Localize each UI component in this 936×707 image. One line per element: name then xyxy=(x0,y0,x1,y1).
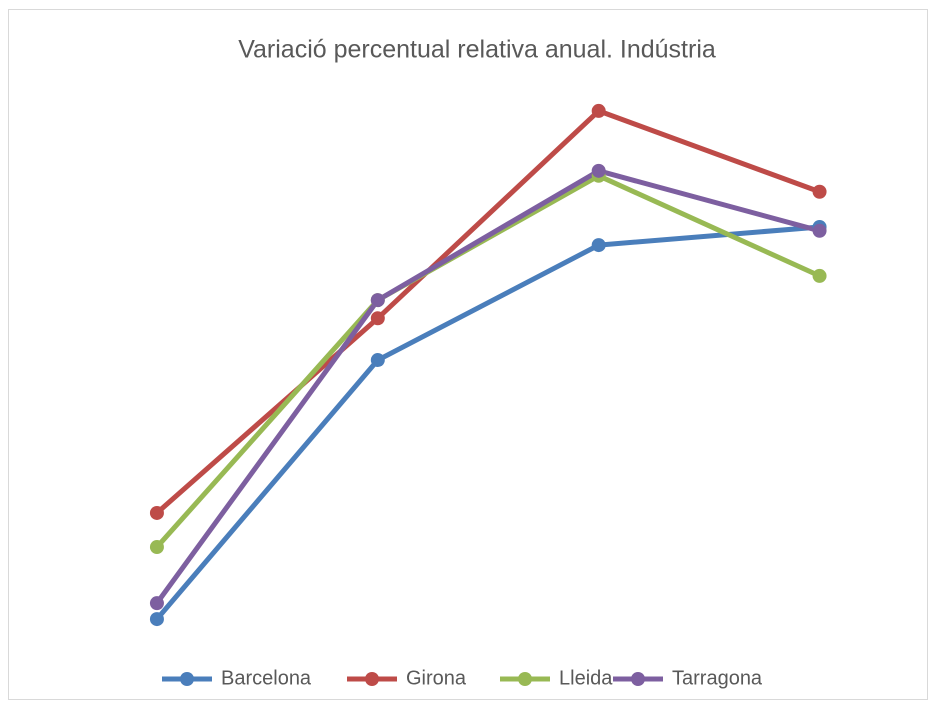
data-point xyxy=(591,238,606,253)
series-line xyxy=(154,108,823,516)
data-point xyxy=(591,163,606,178)
data-point xyxy=(812,184,827,199)
data-point xyxy=(591,103,606,118)
legend-label: Girona xyxy=(406,667,467,689)
legend-marker xyxy=(518,672,532,686)
chart-border xyxy=(8,9,928,700)
legend-marker xyxy=(631,672,645,686)
data-point xyxy=(812,223,827,238)
data-point xyxy=(149,540,164,555)
data-point xyxy=(149,612,164,627)
series-line xyxy=(154,168,823,606)
series-line xyxy=(154,224,823,622)
data-point xyxy=(812,268,827,283)
data-point xyxy=(370,311,385,326)
legend-label: Barcelona xyxy=(221,667,312,689)
chart-title: Variació percentual relativa anual. Indú… xyxy=(238,36,716,64)
legend-marker xyxy=(365,672,379,686)
data-point xyxy=(149,505,164,520)
legend-label: Lleida xyxy=(559,667,613,689)
data-point xyxy=(370,353,385,368)
data-point xyxy=(149,596,164,611)
legend-label: Tarragona xyxy=(672,667,763,689)
legend-marker xyxy=(180,672,194,686)
data-point xyxy=(370,293,385,308)
